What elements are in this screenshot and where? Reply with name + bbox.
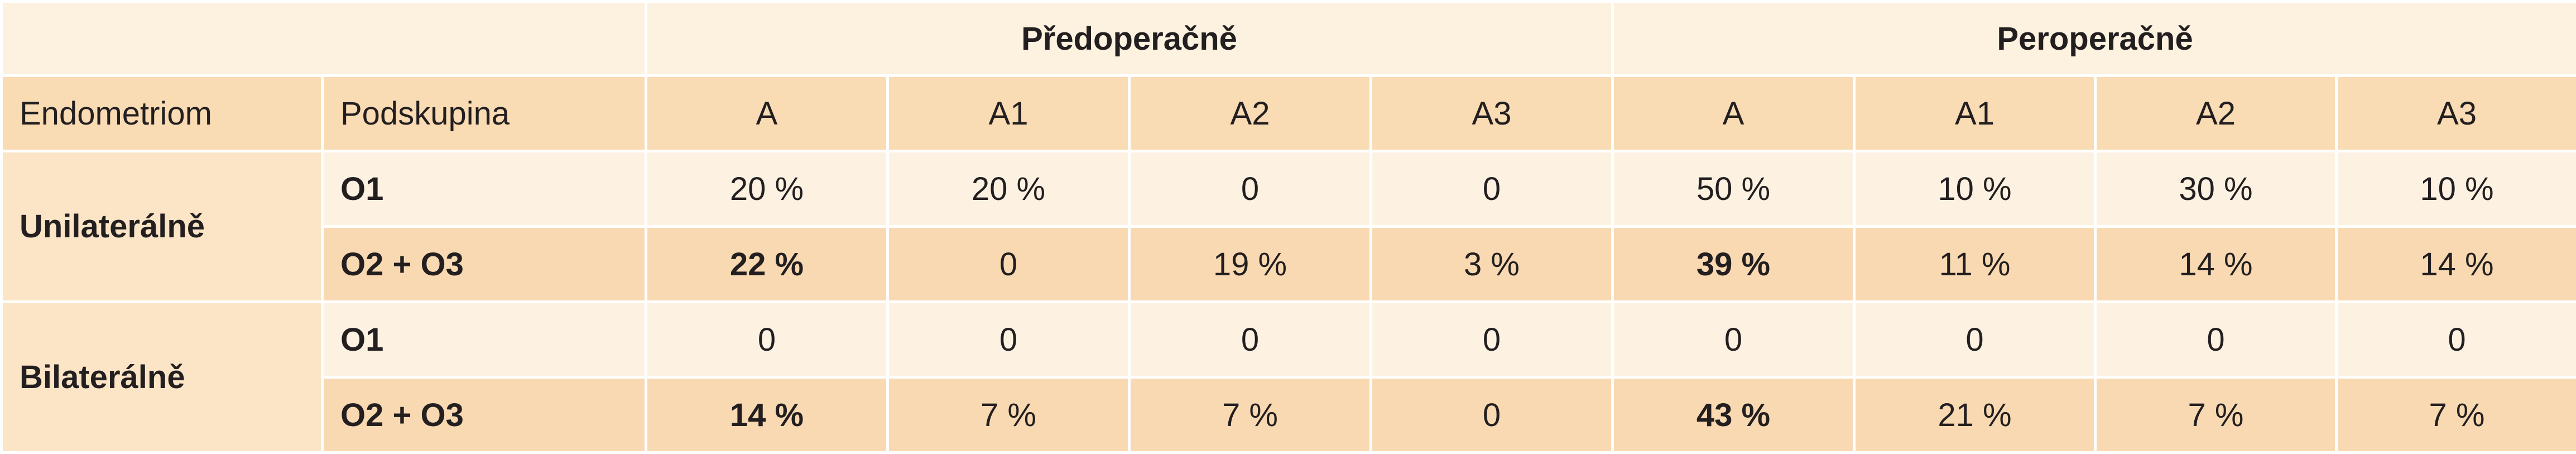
- column-header: A2: [2096, 76, 2337, 151]
- value-cell: 0: [1371, 302, 1613, 377]
- value-cell: 11 %: [1854, 227, 2096, 302]
- value-cell: 0: [1854, 302, 2096, 377]
- column-header: A3: [1371, 76, 1613, 151]
- column-header: A1: [1854, 76, 2096, 151]
- header-cell: [2, 2, 646, 76]
- value-cell: 50 %: [1613, 151, 1854, 227]
- value-cell: 7 %: [2096, 377, 2337, 453]
- value-cell: 0: [888, 302, 1130, 377]
- value-cell: 3 %: [1371, 227, 1613, 302]
- value-cell: 21 %: [1854, 377, 2096, 453]
- value-cell: 14 %: [646, 377, 888, 453]
- value-cell: 0: [2096, 302, 2337, 377]
- value-cell: 0: [1371, 151, 1613, 227]
- value-cell: 14 %: [2096, 227, 2337, 302]
- column-header: A1: [888, 76, 1130, 151]
- value-cell: 20 %: [646, 151, 888, 227]
- value-cell: 0: [646, 302, 888, 377]
- group-header: Předoperačně: [646, 2, 1613, 76]
- group-cell: Bilaterálně: [2, 302, 323, 453]
- value-cell: 7 %: [888, 377, 1130, 453]
- value-cell: 10 %: [1854, 151, 2096, 227]
- column-header: A3: [2337, 76, 2576, 151]
- subgroup-cell: O2 + O3: [323, 377, 646, 453]
- value-cell: 20 %: [888, 151, 1130, 227]
- column-header: A: [646, 76, 888, 151]
- value-cell: 0: [1613, 302, 1854, 377]
- subgroup-cell: O1: [323, 151, 646, 227]
- value-cell: 39 %: [1613, 227, 1854, 302]
- value-cell: 30 %: [2096, 151, 2337, 227]
- value-cell: 7 %: [1130, 377, 1371, 453]
- column-header: A: [1613, 76, 1854, 151]
- value-cell: 0: [2337, 302, 2576, 377]
- value-cell: 0: [1130, 302, 1371, 377]
- value-cell: 10 %: [2337, 151, 2576, 227]
- value-cell: 19 %: [1130, 227, 1371, 302]
- value-cell: 0: [1130, 151, 1371, 227]
- column-header: A2: [1130, 76, 1371, 151]
- value-cell: 7 %: [2337, 377, 2576, 453]
- group-header: Peroperačně: [1613, 2, 2576, 76]
- value-cell: 14 %: [2337, 227, 2576, 302]
- column-header: Endometriom: [2, 76, 323, 151]
- value-cell: 22 %: [646, 227, 888, 302]
- value-cell: 0: [1371, 377, 1613, 453]
- column-header: Podskupina: [323, 76, 646, 151]
- value-cell: 43 %: [1613, 377, 1854, 453]
- value-cell: 0: [888, 227, 1130, 302]
- subgroup-cell: O1: [323, 302, 646, 377]
- subgroup-cell: O2 + O3: [323, 227, 646, 302]
- group-cell: Unilaterálně: [2, 151, 323, 302]
